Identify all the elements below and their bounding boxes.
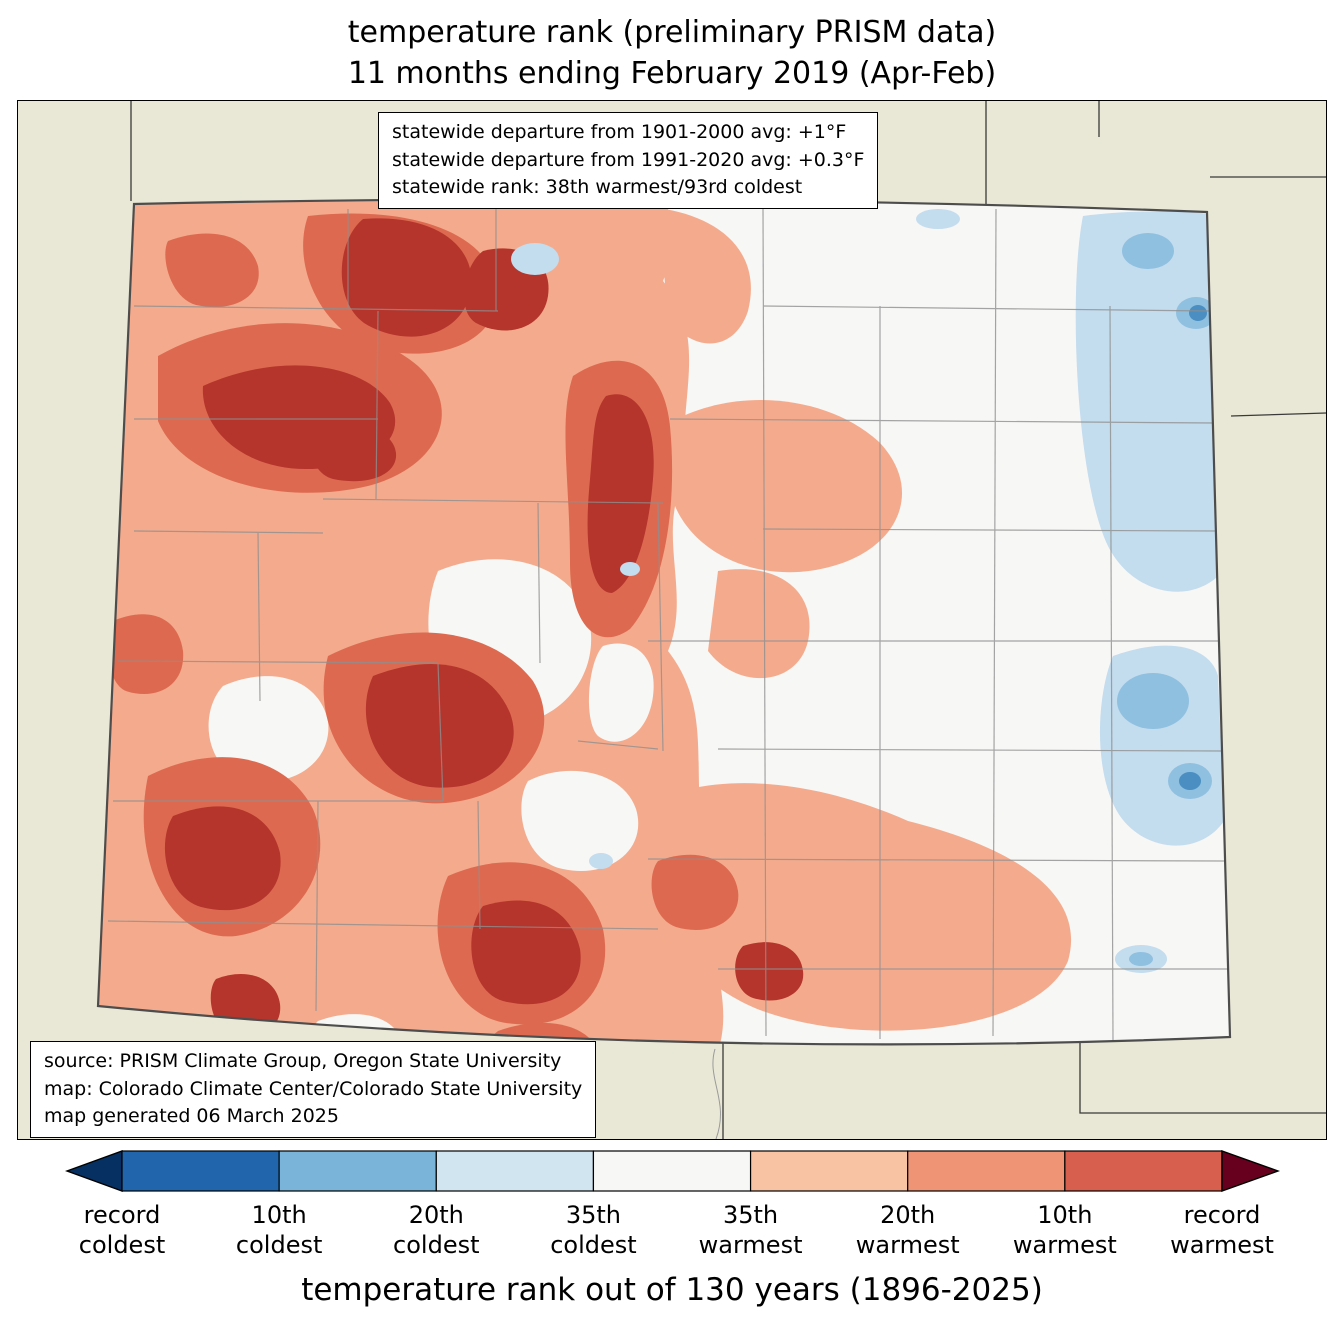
source-credit-box: source: PRISM Climate Group, Oregon Stat… xyxy=(30,1041,597,1138)
stats-line-2: statewide departure from 1991-2020 avg: … xyxy=(392,148,865,171)
colorbar-tick-label: 10th warmest xyxy=(1012,1201,1117,1259)
river-line xyxy=(712,1048,721,1139)
statewide-stats-box: statewide departure from 1901-2000 avg: … xyxy=(378,112,879,209)
cold-dark-regions xyxy=(1179,305,1207,790)
stats-line-1: statewide departure from 1901-2000 avg: … xyxy=(392,121,847,143)
colorbar-right-arrow xyxy=(1221,1150,1281,1192)
temperature-rank-surface xyxy=(98,199,1228,1045)
colorbar-segment xyxy=(435,1150,595,1192)
colorado-map xyxy=(96,101,1326,1139)
colorbar-segment xyxy=(278,1150,437,1192)
colorbar-tick-label: 10th coldest xyxy=(235,1201,323,1259)
colorbar-tick-label: record coldest xyxy=(78,1201,166,1259)
colorbar-segment xyxy=(121,1150,280,1192)
colorbar-svg xyxy=(64,1150,1281,1192)
colorbar-segment xyxy=(1064,1150,1223,1192)
county-borders xyxy=(107,208,1228,1042)
colorbar-tick-label: 35th coldest xyxy=(550,1201,637,1259)
neighbor-state-borders xyxy=(130,101,1326,1139)
source-line-1: source: PRISM Climate Group, Oregon Stat… xyxy=(44,1050,562,1072)
title-line-2: 11 months ending February 2019 (Apr-Feb) xyxy=(347,56,997,92)
colorbar-segment xyxy=(749,1150,909,1192)
colorbar-segment xyxy=(907,1150,1066,1192)
colorbar xyxy=(64,1148,1281,1194)
cold-medium-regions xyxy=(1117,233,1216,966)
colorbar-axis-label: temperature rank out of 130 years (1896-… xyxy=(301,1272,1043,1308)
source-line-3: map generated 06 March 2025 xyxy=(44,1105,339,1128)
stats-line-3: statewide rank: 38th warmest/93rd coldes… xyxy=(392,176,803,199)
colorbar-left-arrow xyxy=(64,1150,123,1192)
colorbar-tick-label: 20th coldest xyxy=(393,1201,480,1259)
source-line-2: map: Colorado Climate Center/Colorado St… xyxy=(44,1077,583,1100)
colorbar-segment xyxy=(592,1150,752,1192)
title-line-1: temperature rank (preliminary PRISM data… xyxy=(347,15,997,50)
map-panel: statewide departure from 1901-2000 avg: … xyxy=(17,100,1327,1140)
colorbar-tick-label: record warmest xyxy=(1170,1201,1274,1259)
page-title: temperature rank (preliminary PRISM data… xyxy=(0,12,1344,95)
colorbar-tick-label: 20th warmest xyxy=(855,1201,960,1259)
colorbar-tick-label: 35th warmest xyxy=(698,1201,803,1259)
colorbar-tick-labels: record coldest 10th coldest 20th coldest 35th c… xyxy=(65,1200,1280,1266)
